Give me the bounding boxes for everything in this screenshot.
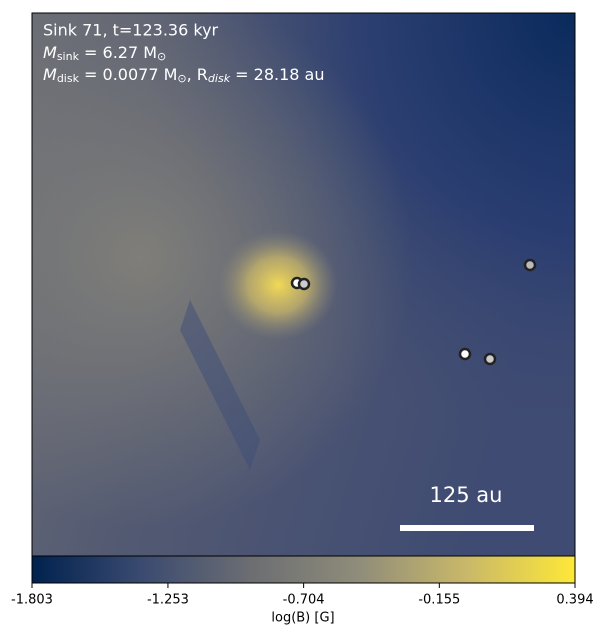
tick-label: -1.803 — [11, 593, 53, 608]
annotation-part: = 28.18 au — [230, 65, 324, 84]
subscript: disk — [57, 72, 80, 85]
subscript: ⊙ — [177, 72, 186, 85]
colorbar — [31, 555, 576, 584]
tick-label: 0.394 — [556, 593, 593, 608]
colorbar-label: log(B) [G] — [271, 611, 334, 626]
annotation: Mdisk = 0.0077 M⊙, Rdisk = 28.18 au — [43, 65, 324, 86]
tick-label: -0.155 — [418, 593, 460, 608]
tick-label: -0.704 — [283, 593, 325, 608]
annotation: Msink = 6.27 M⊙ — [43, 43, 166, 64]
annotation: Sink 71, t=123.36 kyr — [43, 21, 219, 40]
subscript: ⊙ — [157, 50, 166, 63]
subscript: sink — [57, 50, 80, 63]
scale-bar — [400, 525, 534, 531]
annotation-part: = 6.27 M — [79, 43, 157, 62]
sinks — [290, 258, 537, 366]
annotation-part: M — [43, 65, 57, 84]
annotation-part: = 0.0077 M — [79, 65, 177, 84]
tick-label: -1.253 — [147, 593, 189, 608]
annotation-part: M — [43, 43, 57, 62]
subscript: disk — [208, 72, 231, 85]
scale-bar-label: 125 au — [430, 483, 503, 507]
annotation-part: , R — [187, 65, 208, 84]
colorbar-ticks: -1.803 -1.253 -0.704 -0.155 0.394 — [11, 583, 594, 608]
